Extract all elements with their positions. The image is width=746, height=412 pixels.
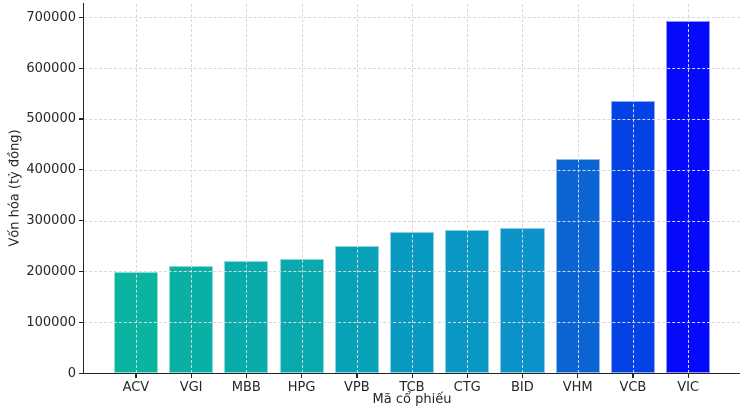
- bar-VPB: [334, 245, 379, 373]
- x-tick-label-VIC: VIC: [677, 380, 699, 395]
- x-tick-mark-BID: [521, 374, 524, 378]
- y-tick-mark-100000: [79, 321, 83, 323]
- x-tick-label-VHM: VHM: [562, 380, 593, 395]
- y-tick-label-500000: 500000: [26, 111, 76, 127]
- y-tick-label-700000: 700000: [26, 9, 76, 25]
- y-tick-mark-600000: [79, 67, 83, 69]
- x-tick-mark-ACV: [135, 374, 137, 378]
- x-axis-label: Mã cổ phiếu: [372, 392, 452, 407]
- y-tick-label-100000: 100000: [26, 314, 76, 330]
- x-tick-label-HPG: HPG: [287, 380, 316, 395]
- x-tick-mark-VPB: [356, 374, 358, 378]
- x-axis-spine: [82, 373, 740, 375]
- x-tick-label-CTG: CTG: [453, 380, 481, 395]
- bar-ACV: [113, 271, 158, 373]
- y-axis-label: Vốn hóa (tỷ đồng): [7, 129, 23, 247]
- x-tick-mark-VCB: [632, 374, 634, 378]
- y-axis-spine: [82, 3, 84, 374]
- x-tick-mark-MBB: [245, 374, 248, 378]
- x-tick-label-VCB: VCB: [619, 380, 647, 395]
- x-tick-mark-TCB: [411, 374, 413, 378]
- y-tick-mark-300000: [79, 220, 83, 222]
- bar-HPG: [279, 258, 324, 373]
- x-tick-label-ACV: ACV: [122, 380, 150, 395]
- y-tick-label-0: 0: [67, 365, 76, 381]
- x-tick-mark-HPG: [301, 374, 303, 378]
- x-tick-mark-VGI: [190, 374, 192, 378]
- x-tick-mark-VIC: [687, 374, 689, 378]
- bar-MBB: [224, 260, 269, 373]
- y-tick-label-400000: 400000: [26, 162, 76, 178]
- bar-VIC: [666, 21, 711, 373]
- y-tick-label-300000: 300000: [26, 213, 76, 228]
- gridline-y-700000: [84, 17, 740, 19]
- bar-BID: [500, 227, 545, 373]
- y-tick-mark-0: [79, 372, 83, 374]
- y-tick-mark-200000: [79, 270, 83, 273]
- y-tick-label-200000: 200000: [26, 263, 76, 279]
- bar-VHM: [555, 158, 600, 373]
- y-tick-label-600000: 600000: [26, 60, 76, 76]
- bar-VCB: [610, 100, 655, 373]
- x-tick-label-BID: BID: [511, 380, 534, 395]
- x-tick-mark-CTG: [466, 374, 468, 378]
- x-tick-label-VPB: VPB: [343, 380, 370, 395]
- bar-TCB: [389, 231, 435, 373]
- plot-area: [84, 4, 740, 373]
- bar-VGI: [169, 266, 214, 373]
- x-tick-label-MBB: MBB: [231, 380, 261, 395]
- y-tick-mark-400000: [79, 169, 83, 171]
- y-tick-mark-500000: [79, 118, 83, 120]
- x-tick-mark-VHM: [577, 374, 579, 378]
- x-tick-label-VGI: VGI: [179, 380, 203, 395]
- y-tick-mark-700000: [79, 16, 83, 18]
- bar-CTG: [445, 230, 490, 373]
- x-tick-label-TCB: TCB: [399, 380, 425, 395]
- gridline-y-600000: [84, 68, 740, 69]
